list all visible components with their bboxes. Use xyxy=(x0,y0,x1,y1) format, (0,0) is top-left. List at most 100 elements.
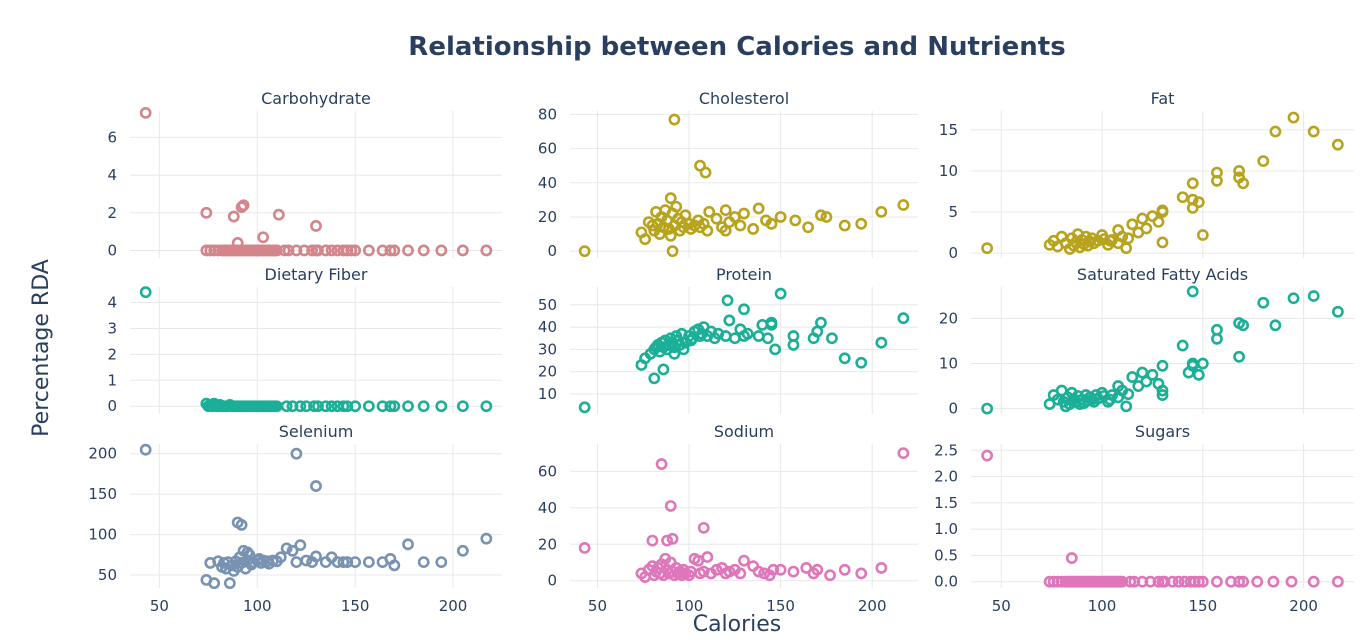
data-point xyxy=(701,224,714,237)
data-point xyxy=(855,356,868,369)
y-tick-label: 0 xyxy=(107,397,117,415)
y-tick-label: 60 xyxy=(538,462,557,480)
data-point xyxy=(480,400,493,413)
data-point xyxy=(1152,215,1165,228)
data-point xyxy=(1192,196,1205,209)
data-point xyxy=(741,327,754,340)
data-point xyxy=(280,542,293,555)
data-point xyxy=(661,534,673,547)
data-point xyxy=(1146,368,1159,381)
data-point xyxy=(1122,232,1135,245)
data-point xyxy=(664,192,677,205)
data-point xyxy=(981,242,994,255)
data-point xyxy=(1233,171,1245,184)
data-point xyxy=(1237,319,1250,332)
data-point xyxy=(294,539,307,552)
data-point xyxy=(139,443,152,456)
data-point xyxy=(664,500,677,512)
data-point xyxy=(774,211,787,223)
data-point xyxy=(282,244,295,257)
data-point xyxy=(325,400,338,413)
data-point xyxy=(855,217,868,230)
data-point xyxy=(578,245,591,258)
data-point xyxy=(362,400,375,413)
subplot-title: Dietary Fiber xyxy=(265,265,368,284)
data-point xyxy=(710,212,723,225)
data-point xyxy=(341,244,354,257)
subplot-title: Saturated Fatty Acids xyxy=(1077,265,1248,284)
data-point xyxy=(1269,125,1282,138)
data-point xyxy=(1196,229,1209,241)
data-point xyxy=(341,556,354,569)
y-tick-label: 150 xyxy=(88,485,117,503)
y-tick-label: 6 xyxy=(107,128,117,146)
data-point xyxy=(1196,575,1209,588)
data-point xyxy=(310,550,322,563)
data-point xyxy=(1104,393,1116,406)
data-point xyxy=(241,546,254,559)
data-point xyxy=(789,214,802,227)
data-point xyxy=(752,202,765,215)
data-point xyxy=(384,400,397,413)
data-point xyxy=(312,400,324,413)
y-tick-label: 20 xyxy=(538,208,557,226)
data-point xyxy=(701,551,714,563)
subplot-title: Sodium xyxy=(714,422,774,441)
subplot-1: Carbohydrate 0 2 4 6 xyxy=(107,89,502,259)
data-point xyxy=(310,220,322,232)
data-point xyxy=(280,400,293,413)
data-point xyxy=(290,556,303,569)
data-point xyxy=(235,201,248,214)
data-point xyxy=(815,316,827,329)
data-point xyxy=(388,559,401,572)
y-tick-label: 20 xyxy=(538,535,557,553)
data-point xyxy=(981,449,994,462)
data-point xyxy=(1156,206,1169,218)
data-point xyxy=(312,244,324,257)
y-tick-label: 0 xyxy=(948,400,958,418)
data-point xyxy=(349,244,362,257)
data-point xyxy=(388,400,401,413)
data-point xyxy=(1146,210,1159,223)
y-tick-label: 40 xyxy=(538,318,557,336)
data-point xyxy=(1307,125,1320,138)
data-point xyxy=(1156,236,1169,249)
data-point xyxy=(639,233,651,246)
data-point xyxy=(337,556,350,569)
data-point xyxy=(1186,202,1199,214)
data-point xyxy=(1287,111,1300,124)
data-point xyxy=(981,402,994,415)
data-point xyxy=(668,113,681,126)
data-point xyxy=(290,244,303,257)
data-point xyxy=(310,480,322,492)
data-point xyxy=(435,244,448,257)
data-point xyxy=(1186,177,1199,190)
data-point xyxy=(139,106,152,119)
data-point xyxy=(694,159,706,172)
data-point xyxy=(820,211,833,223)
data-point xyxy=(774,563,787,576)
y-axis-title: Percentage RDA xyxy=(29,259,54,437)
x-tick-label: 150 xyxy=(766,597,795,615)
subplot-8: Sodium 0 20 40 60 50 100 150 200 xyxy=(538,422,918,615)
data-point xyxy=(235,518,248,531)
data-point xyxy=(456,400,469,413)
data-point xyxy=(1307,575,1320,588)
data-point xyxy=(294,400,307,413)
figure-title: Relationship between Calories and Nutrie… xyxy=(408,32,1065,62)
data-point xyxy=(897,199,910,211)
x-tick-label: 150 xyxy=(341,597,370,615)
data-point xyxy=(1140,375,1153,388)
data-point xyxy=(208,577,221,590)
data-point xyxy=(774,287,787,300)
data-point xyxy=(738,554,750,567)
data-point xyxy=(456,244,469,257)
data-point xyxy=(664,229,677,242)
x-tick-label: 100 xyxy=(243,597,272,615)
data-point xyxy=(655,458,668,470)
data-point xyxy=(1152,575,1165,588)
data-point xyxy=(897,447,910,460)
data-point xyxy=(1196,357,1209,370)
data-point xyxy=(838,563,851,576)
